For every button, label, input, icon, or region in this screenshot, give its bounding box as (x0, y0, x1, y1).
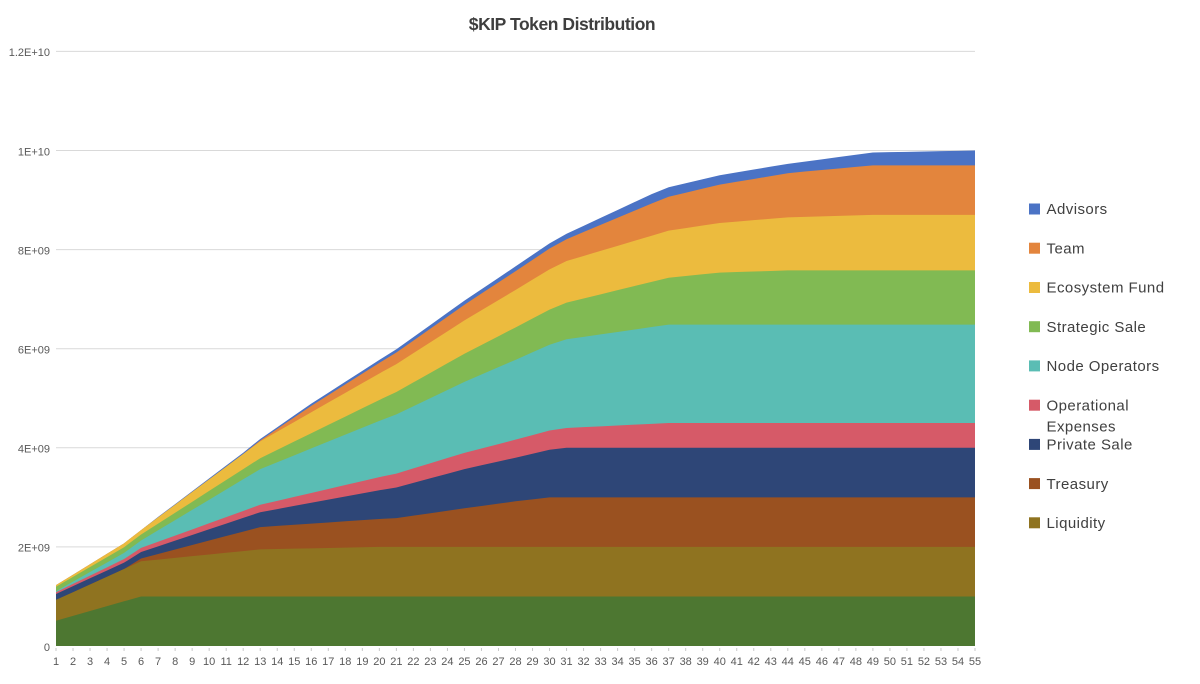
svg-text:25: 25 (458, 656, 470, 668)
svg-text:54: 54 (952, 656, 964, 668)
svg-text:Expenses: Expenses (1047, 418, 1116, 435)
svg-text:21: 21 (390, 656, 402, 668)
svg-text:1: 1 (53, 656, 59, 668)
svg-text:3: 3 (87, 656, 93, 668)
svg-text:2E+09: 2E+09 (18, 543, 50, 555)
svg-text:6E+09: 6E+09 (18, 345, 50, 357)
svg-text:5: 5 (121, 656, 127, 668)
svg-text:44: 44 (782, 656, 794, 668)
svg-text:Liquidity: Liquidity (1047, 515, 1106, 532)
svg-text:4: 4 (104, 656, 110, 668)
svg-text:26: 26 (475, 656, 487, 668)
svg-text:7: 7 (155, 656, 161, 668)
svg-text:30: 30 (543, 656, 555, 668)
svg-text:38: 38 (680, 656, 692, 668)
svg-text:17: 17 (322, 656, 334, 668)
svg-text:$KIP Token Distribution: $KIP Token Distribution (469, 14, 655, 34)
svg-text:Private Sale: Private Sale (1047, 437, 1133, 454)
svg-text:14: 14 (271, 656, 283, 668)
svg-text:40: 40 (714, 656, 726, 668)
svg-text:Team: Team (1047, 240, 1085, 257)
svg-text:49: 49 (867, 656, 879, 668)
svg-text:0: 0 (44, 642, 50, 654)
svg-text:Node Operators: Node Operators (1047, 358, 1160, 375)
svg-text:Advisors: Advisors (1047, 201, 1108, 218)
svg-text:37: 37 (663, 656, 675, 668)
svg-text:29: 29 (526, 656, 538, 668)
svg-text:18: 18 (339, 656, 351, 668)
svg-text:6: 6 (138, 656, 144, 668)
svg-text:8E+09: 8E+09 (18, 245, 50, 257)
svg-text:Ecosystem Fund: Ecosystem Fund (1047, 280, 1165, 297)
svg-text:8: 8 (172, 656, 178, 668)
svg-text:46: 46 (816, 656, 828, 668)
svg-text:39: 39 (697, 656, 709, 668)
svg-text:4E+09: 4E+09 (18, 444, 50, 456)
svg-text:Operational: Operational (1047, 397, 1130, 414)
svg-text:41: 41 (731, 656, 743, 668)
svg-text:28: 28 (509, 656, 521, 668)
svg-text:19: 19 (356, 656, 368, 668)
svg-text:47: 47 (833, 656, 845, 668)
svg-text:1E+10: 1E+10 (18, 146, 50, 158)
svg-text:35: 35 (629, 656, 641, 668)
svg-text:13: 13 (254, 656, 266, 668)
svg-text:31: 31 (560, 656, 572, 668)
svg-text:1.2E+10: 1.2E+10 (9, 47, 50, 59)
svg-text:42: 42 (748, 656, 760, 668)
svg-text:9: 9 (189, 656, 195, 668)
svg-text:43: 43 (765, 656, 777, 668)
svg-text:33: 33 (594, 656, 606, 668)
svg-text:48: 48 (850, 656, 862, 668)
svg-text:24: 24 (441, 656, 453, 668)
svg-text:45: 45 (799, 656, 811, 668)
svg-text:10: 10 (203, 656, 215, 668)
svg-text:27: 27 (492, 656, 504, 668)
svg-text:50: 50 (884, 656, 896, 668)
svg-text:34: 34 (611, 656, 623, 668)
svg-text:52: 52 (918, 656, 930, 668)
svg-text:20: 20 (373, 656, 385, 668)
svg-text:16: 16 (305, 656, 317, 668)
svg-text:11: 11 (220, 656, 231, 668)
svg-text:53: 53 (935, 656, 947, 668)
svg-text:55: 55 (969, 656, 981, 668)
svg-text:15: 15 (288, 656, 300, 668)
svg-text:2: 2 (70, 656, 76, 668)
svg-text:32: 32 (577, 656, 589, 668)
svg-text:12: 12 (237, 656, 249, 668)
svg-text:22: 22 (407, 656, 419, 668)
svg-text:51: 51 (901, 656, 913, 668)
svg-text:Strategic Sale: Strategic Sale (1047, 319, 1147, 336)
svg-text:23: 23 (424, 656, 436, 668)
svg-text:36: 36 (646, 656, 658, 668)
svg-text:Treasury: Treasury (1047, 476, 1109, 493)
